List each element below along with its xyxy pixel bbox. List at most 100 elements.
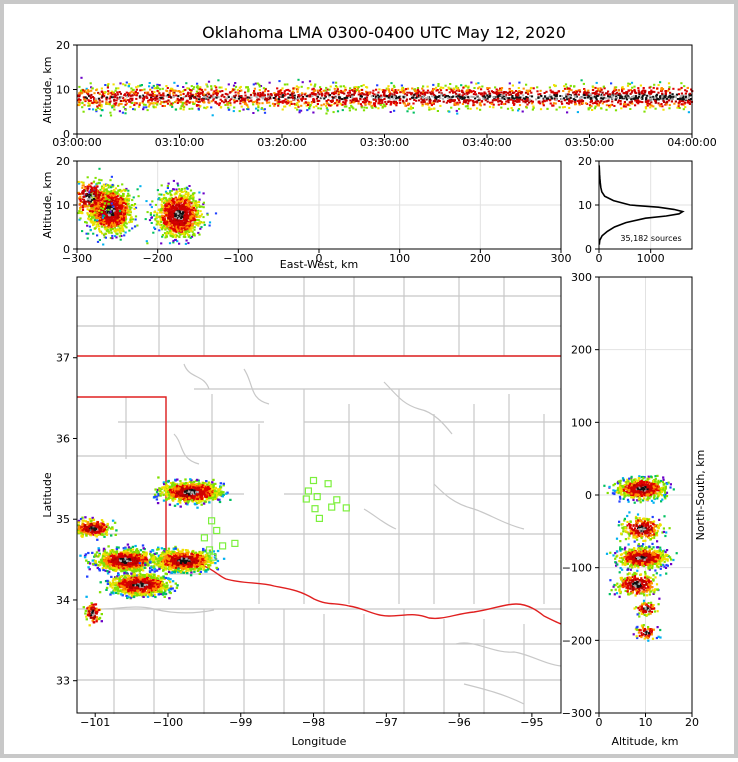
ew-height-point xyxy=(158,209,160,211)
ew-height-point xyxy=(115,187,117,189)
ew-height-point xyxy=(115,196,117,198)
time-height-point xyxy=(244,92,246,94)
time-height-point xyxy=(620,107,622,109)
ew-height-point xyxy=(184,231,186,233)
time-height-point xyxy=(358,94,360,96)
ew-height-point xyxy=(169,242,171,244)
ew-height-point xyxy=(115,221,117,223)
ew-height-point xyxy=(117,200,119,202)
time-height-point xyxy=(376,97,378,99)
time-height-point xyxy=(172,89,174,91)
time-height-point xyxy=(253,90,255,92)
time-height-point xyxy=(264,90,266,92)
time-height-point xyxy=(319,86,321,88)
time-height-point xyxy=(595,101,597,103)
time-height-point xyxy=(80,90,82,92)
time-height-point xyxy=(88,90,90,92)
time-height-point xyxy=(623,88,625,90)
time-height-point xyxy=(92,87,94,89)
time-height-point xyxy=(427,92,429,94)
time-height-point xyxy=(522,94,524,96)
time-height-point xyxy=(205,83,207,85)
time-height-point xyxy=(220,87,222,89)
time-height-point xyxy=(433,94,435,96)
ew-height-point xyxy=(106,230,108,232)
time-height-point xyxy=(377,94,379,96)
time-height-point xyxy=(437,110,439,112)
time-height-point xyxy=(509,89,511,91)
time-height-point xyxy=(188,95,190,97)
time-height-point xyxy=(467,87,469,89)
time-height-point xyxy=(569,100,571,102)
time-height-point xyxy=(556,92,558,94)
time-height-point xyxy=(596,82,598,84)
time-height-point xyxy=(183,93,185,95)
time-height-point xyxy=(532,106,534,108)
time-height-point xyxy=(657,102,659,104)
ew-height-point xyxy=(77,212,79,214)
time-height-point xyxy=(681,87,683,89)
time-height-point xyxy=(635,95,637,97)
ew-height-point xyxy=(192,222,194,224)
time-height-point xyxy=(438,91,440,93)
time-height-point xyxy=(156,98,158,100)
time-height-point xyxy=(157,90,159,92)
ew-height-point xyxy=(198,192,200,194)
time-height-point xyxy=(589,107,591,109)
time-height-point xyxy=(494,86,496,88)
time-height-point xyxy=(153,91,155,93)
time-height-point xyxy=(604,87,606,89)
ew-height-point xyxy=(188,228,190,230)
ew-height-point xyxy=(215,212,217,214)
time-height-point xyxy=(383,98,385,100)
time-height-point xyxy=(110,114,112,116)
time-height-point xyxy=(526,100,528,102)
time-height-point xyxy=(456,113,458,115)
time-height-point xyxy=(237,92,239,94)
ew-height-point xyxy=(119,212,121,214)
ew-height-point xyxy=(98,182,100,184)
time-height-xtick-label: 03:40:00 xyxy=(462,136,511,149)
time-height-point xyxy=(262,94,264,96)
time-height-point xyxy=(450,107,452,109)
time-height-point xyxy=(491,90,493,92)
time-height-point xyxy=(160,94,162,96)
time-height-point xyxy=(217,79,219,81)
time-height-point xyxy=(471,91,473,93)
time-height-point xyxy=(299,110,301,112)
time-height-point xyxy=(314,84,316,86)
time-height-point xyxy=(501,95,503,97)
time-height-point xyxy=(205,97,207,99)
time-height-point xyxy=(412,103,414,105)
time-height-point xyxy=(198,108,200,110)
time-height-point xyxy=(687,87,689,89)
ew-height-point xyxy=(204,224,206,226)
time-height-point xyxy=(164,105,166,107)
time-height-point xyxy=(368,92,370,94)
time-height-point xyxy=(232,89,234,91)
time-height-point xyxy=(375,100,377,102)
ew-height-point xyxy=(135,219,137,221)
time-height-point xyxy=(247,99,249,101)
time-height-point xyxy=(177,102,179,104)
time-height-point xyxy=(351,95,353,97)
ew-height-point xyxy=(161,184,163,186)
ew-height-point xyxy=(133,196,135,198)
time-height-point xyxy=(546,100,548,102)
time-height-point xyxy=(203,96,205,98)
time-height-point xyxy=(581,96,583,98)
time-height-point xyxy=(250,100,252,102)
time-height-point xyxy=(444,96,446,98)
time-height-point xyxy=(390,111,392,113)
ew-height-point xyxy=(93,181,95,183)
time-height-point xyxy=(459,102,461,104)
time-height-xtick-label: 03:20:00 xyxy=(257,136,306,149)
time-height-point xyxy=(498,90,500,92)
time-height-point xyxy=(338,92,340,94)
time-height-point xyxy=(483,91,485,93)
time-height-point xyxy=(618,100,620,102)
time-height-point xyxy=(414,90,416,92)
time-height-point xyxy=(83,111,85,113)
time-height-point xyxy=(253,83,255,85)
ew-height-point xyxy=(163,194,165,196)
